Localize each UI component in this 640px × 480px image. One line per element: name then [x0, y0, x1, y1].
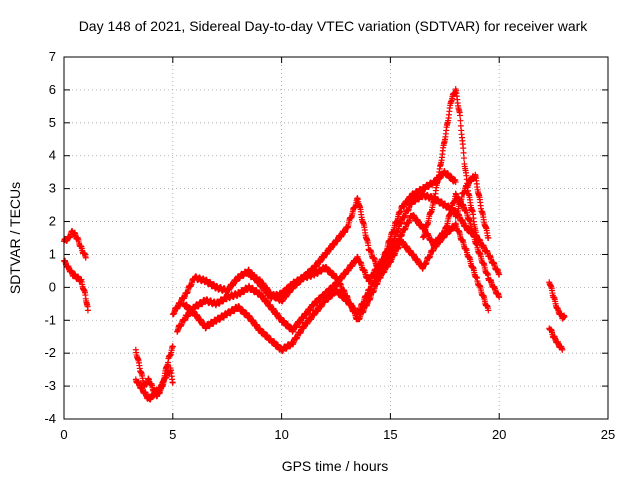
y-tick-label: -3 — [44, 378, 56, 393]
data-point — [457, 112, 464, 119]
y-tick-label: 1 — [49, 246, 56, 261]
data-point — [460, 155, 467, 162]
series-trace-j — [452, 171, 492, 241]
series-trace-h — [245, 220, 492, 323]
data-point — [559, 346, 566, 353]
data-point — [485, 235, 492, 241]
x-tick-label: 25 — [601, 427, 615, 442]
data-point — [561, 313, 568, 320]
y-tick-label: 7 — [49, 49, 56, 64]
x-axis-ticks: 0 5 10 15 20 25 — [60, 57, 615, 442]
y-tick-label: 4 — [49, 148, 56, 163]
data-point — [169, 379, 176, 386]
series-trace-a — [61, 228, 89, 261]
x-axis-label: GPS time / hours — [282, 458, 389, 474]
y-axis-ticks: -4 -3 -2 -1 0 1 2 3 4 5 6 7 — [44, 49, 608, 426]
x-tick-label: 0 — [60, 427, 67, 442]
series-trace-k — [546, 279, 568, 322]
y-tick-label: 2 — [49, 214, 56, 229]
x-tick-label: 20 — [492, 427, 506, 442]
data-point — [169, 343, 176, 350]
data-point — [474, 241, 481, 248]
y-tick-label: 3 — [49, 181, 56, 196]
y-tick-label: 6 — [49, 82, 56, 97]
y-tick-label: 5 — [49, 115, 56, 130]
data-point — [460, 149, 467, 156]
y-tick-label: -4 — [44, 411, 56, 426]
x-tick-label: 10 — [274, 427, 288, 442]
data-point — [496, 271, 503, 278]
y-tick-label: -1 — [44, 312, 56, 327]
plot-frame — [63, 56, 609, 420]
data-point — [496, 294, 503, 301]
series-trace-d — [132, 343, 176, 403]
x-tick-label: 15 — [383, 427, 397, 442]
data-point — [485, 307, 492, 314]
y-tick-label: -2 — [44, 345, 56, 360]
series-trace-i — [420, 86, 481, 248]
chart-title: Day 148 of 2021, Sidereal Day-to-day VTE… — [79, 18, 589, 34]
data-point — [457, 117, 464, 124]
series-trace-l — [546, 325, 566, 353]
series-trace-g — [180, 190, 503, 354]
x-tick-label: 5 — [169, 427, 176, 442]
y-tick-label: 0 — [49, 279, 56, 294]
data-point — [84, 307, 91, 314]
data-point — [452, 179, 459, 186]
data-marks — [61, 86, 568, 403]
y-axis-label: SDTVAR / TECUs — [7, 182, 23, 294]
series-trace-f — [174, 190, 503, 335]
data-point — [82, 254, 89, 261]
